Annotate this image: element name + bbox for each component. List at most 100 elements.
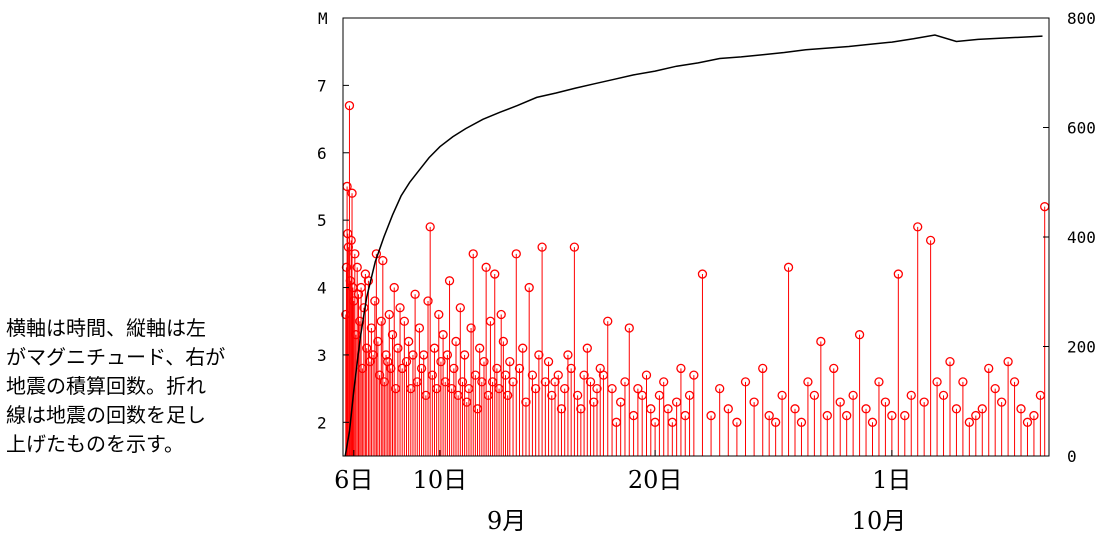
magnitude-event xyxy=(816,336,826,456)
right-tick-label: 200 xyxy=(1067,338,1096,357)
magnitude-event xyxy=(455,303,465,456)
magnitude-event xyxy=(366,323,377,456)
magnitude-event xyxy=(589,397,599,456)
magnitude-event xyxy=(680,410,690,456)
magnitude-event xyxy=(867,417,878,456)
event-marker xyxy=(624,323,634,333)
event-marker xyxy=(457,377,468,387)
magnitude-event xyxy=(378,255,388,456)
magnitude-event xyxy=(521,397,531,456)
magnitude-event xyxy=(475,343,485,456)
magnitude-event xyxy=(518,343,528,456)
event-marker xyxy=(867,417,878,427)
magnitude-event xyxy=(777,390,787,456)
magnitude-event xyxy=(363,276,374,456)
magnitude-event xyxy=(543,357,554,456)
magnitude-event xyxy=(341,262,352,456)
magnitude-event xyxy=(462,397,472,456)
event-marker xyxy=(603,316,613,326)
event-marker xyxy=(715,383,725,394)
event-marker xyxy=(893,269,903,279)
event-marker xyxy=(689,370,699,380)
event-marker xyxy=(706,410,716,421)
event-marker xyxy=(560,383,570,394)
magnitude-event xyxy=(350,249,360,456)
magnitude-event xyxy=(641,370,652,456)
magnitude-event xyxy=(547,390,557,456)
event-marker xyxy=(363,276,374,286)
event-marker xyxy=(349,296,359,306)
magnitude-event xyxy=(503,390,513,456)
magnitude-event xyxy=(406,383,416,456)
x-tick-label: 1日 xyxy=(872,466,911,494)
magnitude-event xyxy=(880,397,891,456)
magnitude-event xyxy=(485,316,496,456)
magnitude-event xyxy=(996,397,1007,456)
event-marker xyxy=(490,269,500,279)
event-marker xyxy=(563,350,573,360)
event-marker xyxy=(436,357,446,367)
magnitude-event xyxy=(764,410,774,456)
magnitude-event xyxy=(990,383,1000,456)
magnitude-event xyxy=(466,323,476,456)
event-marker xyxy=(423,296,433,306)
event-marker xyxy=(977,404,987,414)
magnitude-event xyxy=(659,377,669,456)
magnitude-event xyxy=(1040,202,1050,456)
event-marker xyxy=(481,262,491,272)
magnitude-event xyxy=(576,404,586,456)
magnitude-event xyxy=(758,363,768,456)
magnitude-event xyxy=(932,377,942,456)
magnitude-event xyxy=(494,383,504,456)
magnitude-event xyxy=(490,269,500,456)
left-tick-label: 7 xyxy=(317,76,327,95)
magnitude-event xyxy=(646,404,656,456)
magnitude-event xyxy=(585,377,596,456)
event-marker xyxy=(842,410,852,421)
event-marker xyxy=(589,397,599,407)
magnitude-event xyxy=(527,370,538,456)
event-marker xyxy=(408,350,418,360)
magnitude-event xyxy=(496,309,506,456)
magnitude-event xyxy=(477,377,487,456)
event-marker xyxy=(996,397,1007,407)
magnitude-event xyxy=(468,249,478,456)
magnitude-event xyxy=(401,357,412,456)
magnitude-event xyxy=(511,249,521,456)
magnitude-event xyxy=(616,397,626,456)
magnitude-event xyxy=(349,296,359,456)
event-marker xyxy=(514,363,525,374)
x-axis-ticks: 6日 10日 20日 1日 9月 10月 xyxy=(334,450,912,535)
magnitude-event xyxy=(374,370,385,456)
event-marker xyxy=(633,383,643,394)
left-tick-label: 3 xyxy=(317,346,327,365)
left-tick-label: 4 xyxy=(317,279,327,298)
event-marker xyxy=(887,410,897,421)
event-marker xyxy=(386,363,396,374)
magnitude-event xyxy=(671,397,682,456)
event-marker xyxy=(341,262,352,272)
event-marker xyxy=(990,383,1000,394)
event-marker xyxy=(1029,410,1039,421)
caption-line-2: がマグニチュード、右が xyxy=(6,345,226,369)
magnitude-event xyxy=(419,350,429,456)
event-marker xyxy=(553,370,563,380)
magnitude-event xyxy=(977,404,987,456)
magnitude-event xyxy=(945,357,955,456)
cumulative-count-path xyxy=(344,34,1043,457)
event-marker xyxy=(579,370,589,380)
caption-line-5: 上げたものを示す。 xyxy=(6,432,184,456)
event-marker xyxy=(569,242,580,252)
event-marker xyxy=(1009,377,1020,387)
caption-line-1: 横軸は時間、縦軸は左 xyxy=(6,316,206,340)
magnitude-event xyxy=(971,410,981,456)
magnitude-event xyxy=(423,296,433,456)
magnitude-event xyxy=(663,404,673,456)
event-marker xyxy=(410,289,420,299)
event-marker xyxy=(758,363,768,374)
event-marker xyxy=(346,235,356,246)
event-marker xyxy=(434,309,444,320)
magnitude-event xyxy=(874,377,884,456)
event-marker xyxy=(854,330,865,340)
event-marker xyxy=(366,323,377,333)
